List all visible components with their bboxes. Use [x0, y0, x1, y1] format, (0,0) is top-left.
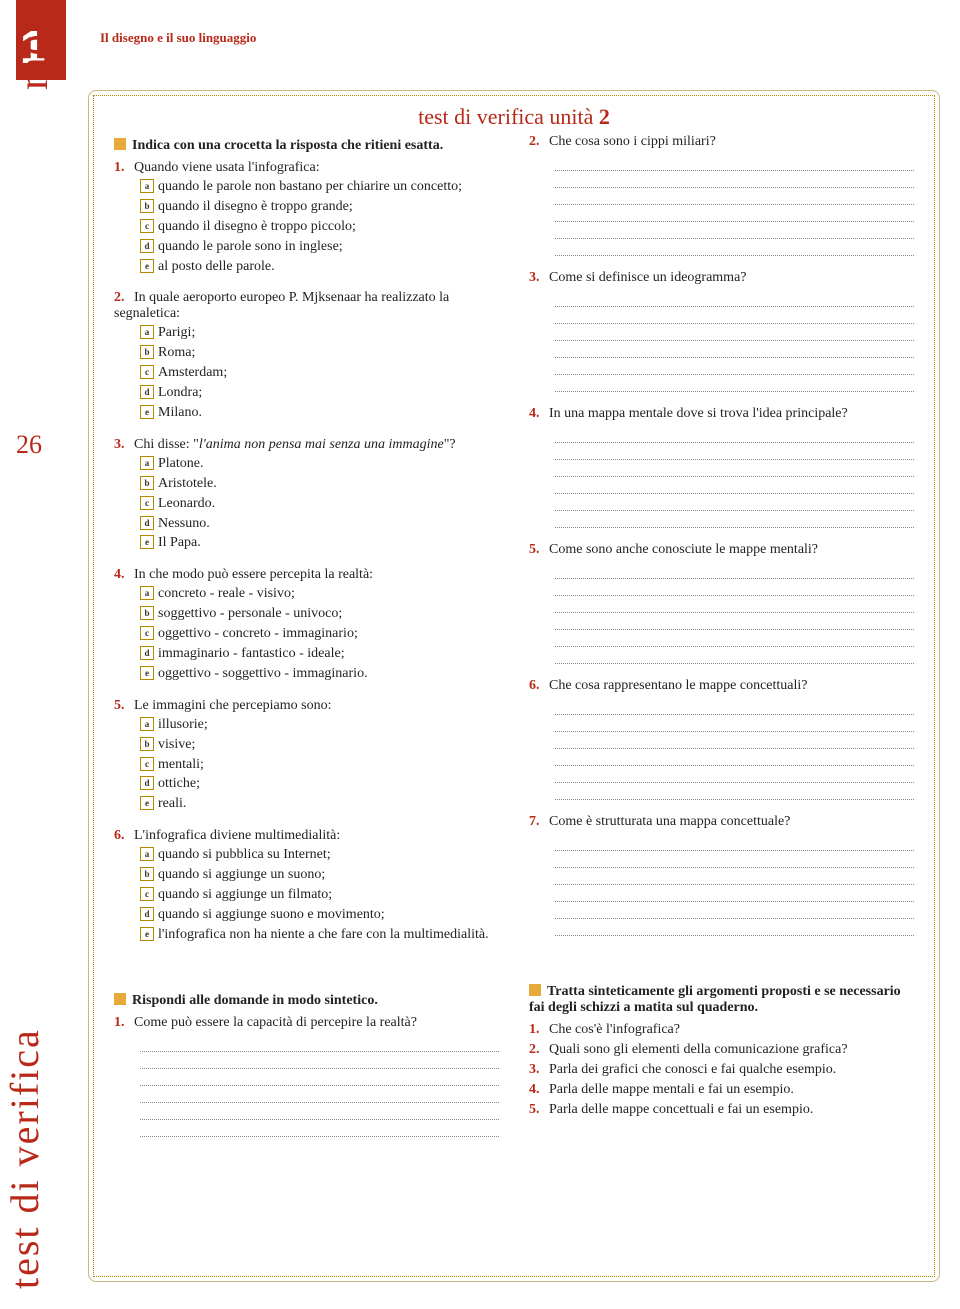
option-6c[interactable]: cquando si aggiunge un filmato;	[140, 886, 499, 905]
answer-lines[interactable]	[555, 562, 914, 664]
option-4d[interactable]: dimmaginario - fantastico - ideale;	[140, 645, 499, 664]
option-4c[interactable]: coggettivo - concreto - immaginario;	[140, 625, 499, 644]
question-5: 5.Le immagini che percepiamo sono: aillu…	[114, 698, 499, 814]
chapter-title: Il disegno e il suo linguaggio	[100, 30, 256, 46]
open-q7: 7.Come è strutturata una mappa concettua…	[529, 814, 914, 830]
topic-2: 2.Quali sono gli elementi della comunica…	[529, 1042, 914, 1058]
option-6d[interactable]: dquando si aggiunge suono e movimento;	[140, 906, 499, 925]
option-1a[interactable]: aquando le parole non bastano per chiari…	[140, 178, 499, 197]
answer-lines[interactable]	[140, 1035, 499, 1137]
option-2c[interactable]: cAmsterdam;	[140, 364, 499, 383]
option-2d[interactable]: dLondra;	[140, 384, 499, 403]
topic-3: 3.Parla dei grafici che conosci e fai qu…	[529, 1062, 914, 1078]
modulo-label: modulo	[10, 0, 58, 90]
topic-4: 4.Parla delle mappe mentali e fai un ese…	[529, 1082, 914, 1098]
option-3c[interactable]: cLeonardo.	[140, 495, 499, 514]
answer-lines[interactable]	[555, 290, 914, 392]
option-2b[interactable]: bRoma;	[140, 344, 499, 363]
option-1b[interactable]: bquando il disegno è troppo grande;	[140, 198, 499, 217]
open-q3: 3.Come si definisce un ideogramma?	[529, 270, 914, 286]
box-title-bar: test di verifica unità 2	[94, 96, 934, 134]
open-q5: 5.Come sono anche conosciute le mappe me…	[529, 542, 914, 558]
box-title: test di verifica unità 2	[418, 104, 610, 129]
square-icon	[114, 993, 126, 1005]
option-4b[interactable]: bsoggettivo - personale - univoco;	[140, 605, 499, 624]
section-header-c: Tratta sinteticamente gli argomenti prop…	[529, 984, 914, 1016]
test-box: test di verifica unità 2 Indica con una …	[88, 90, 940, 1282]
option-6e[interactable]: el'infografica non ha niente a che fare …	[140, 926, 499, 945]
open-q1: 1.Come può essere la capacità di percepi…	[114, 1015, 499, 1031]
option-1c[interactable]: cquando il disegno è troppo piccolo;	[140, 218, 499, 237]
option-5c[interactable]: cmentali;	[140, 756, 499, 775]
answer-lines[interactable]	[555, 834, 914, 936]
option-1d[interactable]: dquando le parole sono in inglese;	[140, 238, 499, 257]
option-1e[interactable]: eal posto delle parole.	[140, 258, 499, 277]
answer-lines[interactable]	[555, 154, 914, 256]
open-q6: 6.Che cosa rappresentano le mappe concet…	[529, 678, 914, 694]
square-icon	[529, 984, 541, 996]
option-3a[interactable]: aPlatone.	[140, 455, 499, 474]
question-1: 1.Quando viene usata l'infografica: aqua…	[114, 160, 499, 276]
square-icon	[114, 138, 126, 150]
right-column: 2.Che cosa sono i cippi miliari? 3.Come …	[529, 134, 914, 1151]
option-4a[interactable]: aconcreto - reale - visivo;	[140, 585, 499, 604]
option-3e[interactable]: eIl Papa.	[140, 534, 499, 553]
option-2a[interactable]: aParigi;	[140, 324, 499, 343]
option-6a[interactable]: aquando si pubblica su Internet;	[140, 846, 499, 865]
answer-lines[interactable]	[555, 426, 914, 528]
option-6b[interactable]: bquando si aggiunge un suono;	[140, 866, 499, 885]
topic-5: 5.Parla delle mappe concettuali e fai un…	[529, 1102, 914, 1118]
section-header-b: Rispondi alle domande in modo sintetico.	[114, 993, 499, 1009]
topic-1: 1.Che cos'è l'infografica?	[529, 1022, 914, 1038]
left-column: Indica con una crocetta la risposta che …	[114, 134, 499, 1151]
option-5d[interactable]: dottiche;	[140, 775, 499, 794]
question-3: 3.Chi disse: "l'anima non pensa mai senz…	[114, 437, 499, 553]
section-header-a: Indica con una crocetta la risposta che …	[114, 138, 499, 154]
question-4: 4.In che modo può essere percepita la re…	[114, 567, 499, 683]
option-3d[interactable]: dNessuno.	[140, 515, 499, 534]
option-5b[interactable]: bvisive;	[140, 736, 499, 755]
page-number: 26	[16, 430, 42, 460]
option-3b[interactable]: bAristotele.	[140, 475, 499, 494]
question-2: 2.In quale aeroporto europeo P. Mjksenaa…	[114, 290, 499, 422]
answer-lines[interactable]	[555, 698, 914, 800]
open-q4: 4.In una mappa mentale dove si trova l'i…	[529, 406, 914, 422]
option-5a[interactable]: aillusorie;	[140, 716, 499, 735]
option-2e[interactable]: eMilano.	[140, 404, 499, 423]
option-4e[interactable]: eoggettivo - soggettivo - immaginario.	[140, 665, 499, 684]
question-6: 6.L'infografica diviene multimedialità: …	[114, 828, 499, 944]
verifica-label: test di verifica	[1, 1028, 48, 1289]
option-5e[interactable]: ereali.	[140, 795, 499, 814]
open-q2: 2.Che cosa sono i cippi miliari?	[529, 134, 914, 150]
